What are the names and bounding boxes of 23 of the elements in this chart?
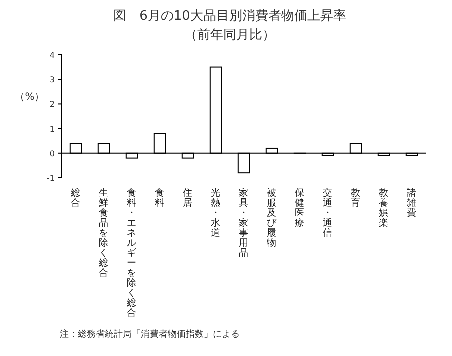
x-tick-label: 教育 (351, 188, 361, 209)
y-tick-label: -1 (47, 174, 55, 183)
x-tick-label: 食料 (155, 187, 165, 209)
y-tick-label: 0 (50, 149, 55, 158)
x-tick-label: 住居 (183, 188, 193, 209)
chart-title: 図 6月の10大品目別消費者物価上昇率 (114, 8, 346, 24)
x-tick-label: 被服及び履物 (267, 187, 278, 249)
y-tick-label: 4 (50, 51, 55, 60)
x-tick-label: 家具・家事用品 (239, 187, 249, 259)
text: 注：総務省統計局「消費者物価指数」による (60, 329, 240, 340)
x-tick-label: 光熱・水道 (211, 187, 221, 239)
y-tick-label: 2 (50, 100, 55, 110)
y-tick-label: 1 (50, 124, 55, 134)
y-axis-title: （%） (15, 92, 45, 103)
x-tick-label: 交通・通信 (323, 187, 333, 239)
category-label: 食料・エネルギーを除く総合 (127, 188, 137, 319)
x-tick-label: 諸雑費 (407, 187, 417, 219)
x-tick-label: 教養娯楽 (379, 188, 389, 229)
chart-subtitle: （前年同月比） (184, 28, 276, 43)
x-tick-label: 総合 (70, 187, 81, 209)
y-tick-label: 3 (50, 76, 55, 85)
category-label: 生鮮食品を除く総合 (99, 188, 109, 279)
x-tick-label: 保健医療 (295, 188, 305, 229)
